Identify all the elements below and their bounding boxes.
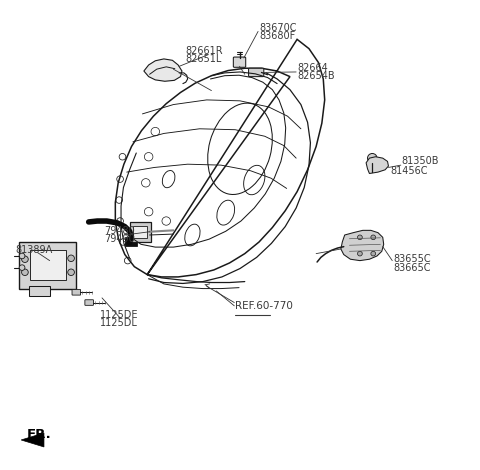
Polygon shape (366, 157, 388, 173)
Circle shape (358, 251, 362, 256)
Text: REF.60-770: REF.60-770 (235, 301, 293, 311)
Text: 83655C: 83655C (393, 254, 431, 264)
FancyBboxPatch shape (19, 242, 76, 289)
Circle shape (22, 269, 28, 275)
Text: 1125DL: 1125DL (100, 318, 137, 328)
Text: 79480: 79480 (104, 226, 135, 236)
Text: 81350B: 81350B (402, 157, 439, 166)
Text: 82661R: 82661R (185, 46, 223, 56)
Text: 82654B: 82654B (297, 71, 335, 81)
FancyBboxPatch shape (249, 68, 264, 77)
Circle shape (19, 265, 25, 270)
Circle shape (19, 253, 25, 259)
Circle shape (22, 256, 28, 262)
FancyBboxPatch shape (233, 57, 246, 67)
FancyBboxPatch shape (72, 290, 81, 295)
Polygon shape (21, 433, 44, 447)
FancyBboxPatch shape (125, 237, 137, 246)
FancyBboxPatch shape (133, 226, 147, 238)
Circle shape (358, 235, 362, 240)
Text: 82664: 82664 (297, 63, 328, 73)
FancyBboxPatch shape (30, 251, 66, 280)
Circle shape (371, 251, 376, 256)
Text: 83680F: 83680F (259, 31, 295, 40)
Circle shape (368, 154, 377, 163)
Text: FR.: FR. (27, 428, 51, 441)
Text: 79490: 79490 (104, 234, 135, 244)
Circle shape (371, 235, 376, 240)
Text: 82651L: 82651L (185, 54, 222, 64)
Circle shape (68, 255, 74, 261)
FancyBboxPatch shape (29, 286, 50, 296)
Circle shape (68, 269, 74, 275)
Polygon shape (144, 59, 182, 81)
Text: 81389A: 81389A (15, 245, 53, 255)
Text: 1125DE: 1125DE (100, 310, 138, 320)
Polygon shape (341, 230, 384, 261)
FancyBboxPatch shape (85, 300, 94, 306)
Text: 81456C: 81456C (390, 166, 427, 176)
Text: 83665C: 83665C (393, 263, 431, 273)
Text: 83670C: 83670C (259, 23, 297, 33)
FancyBboxPatch shape (130, 222, 151, 242)
